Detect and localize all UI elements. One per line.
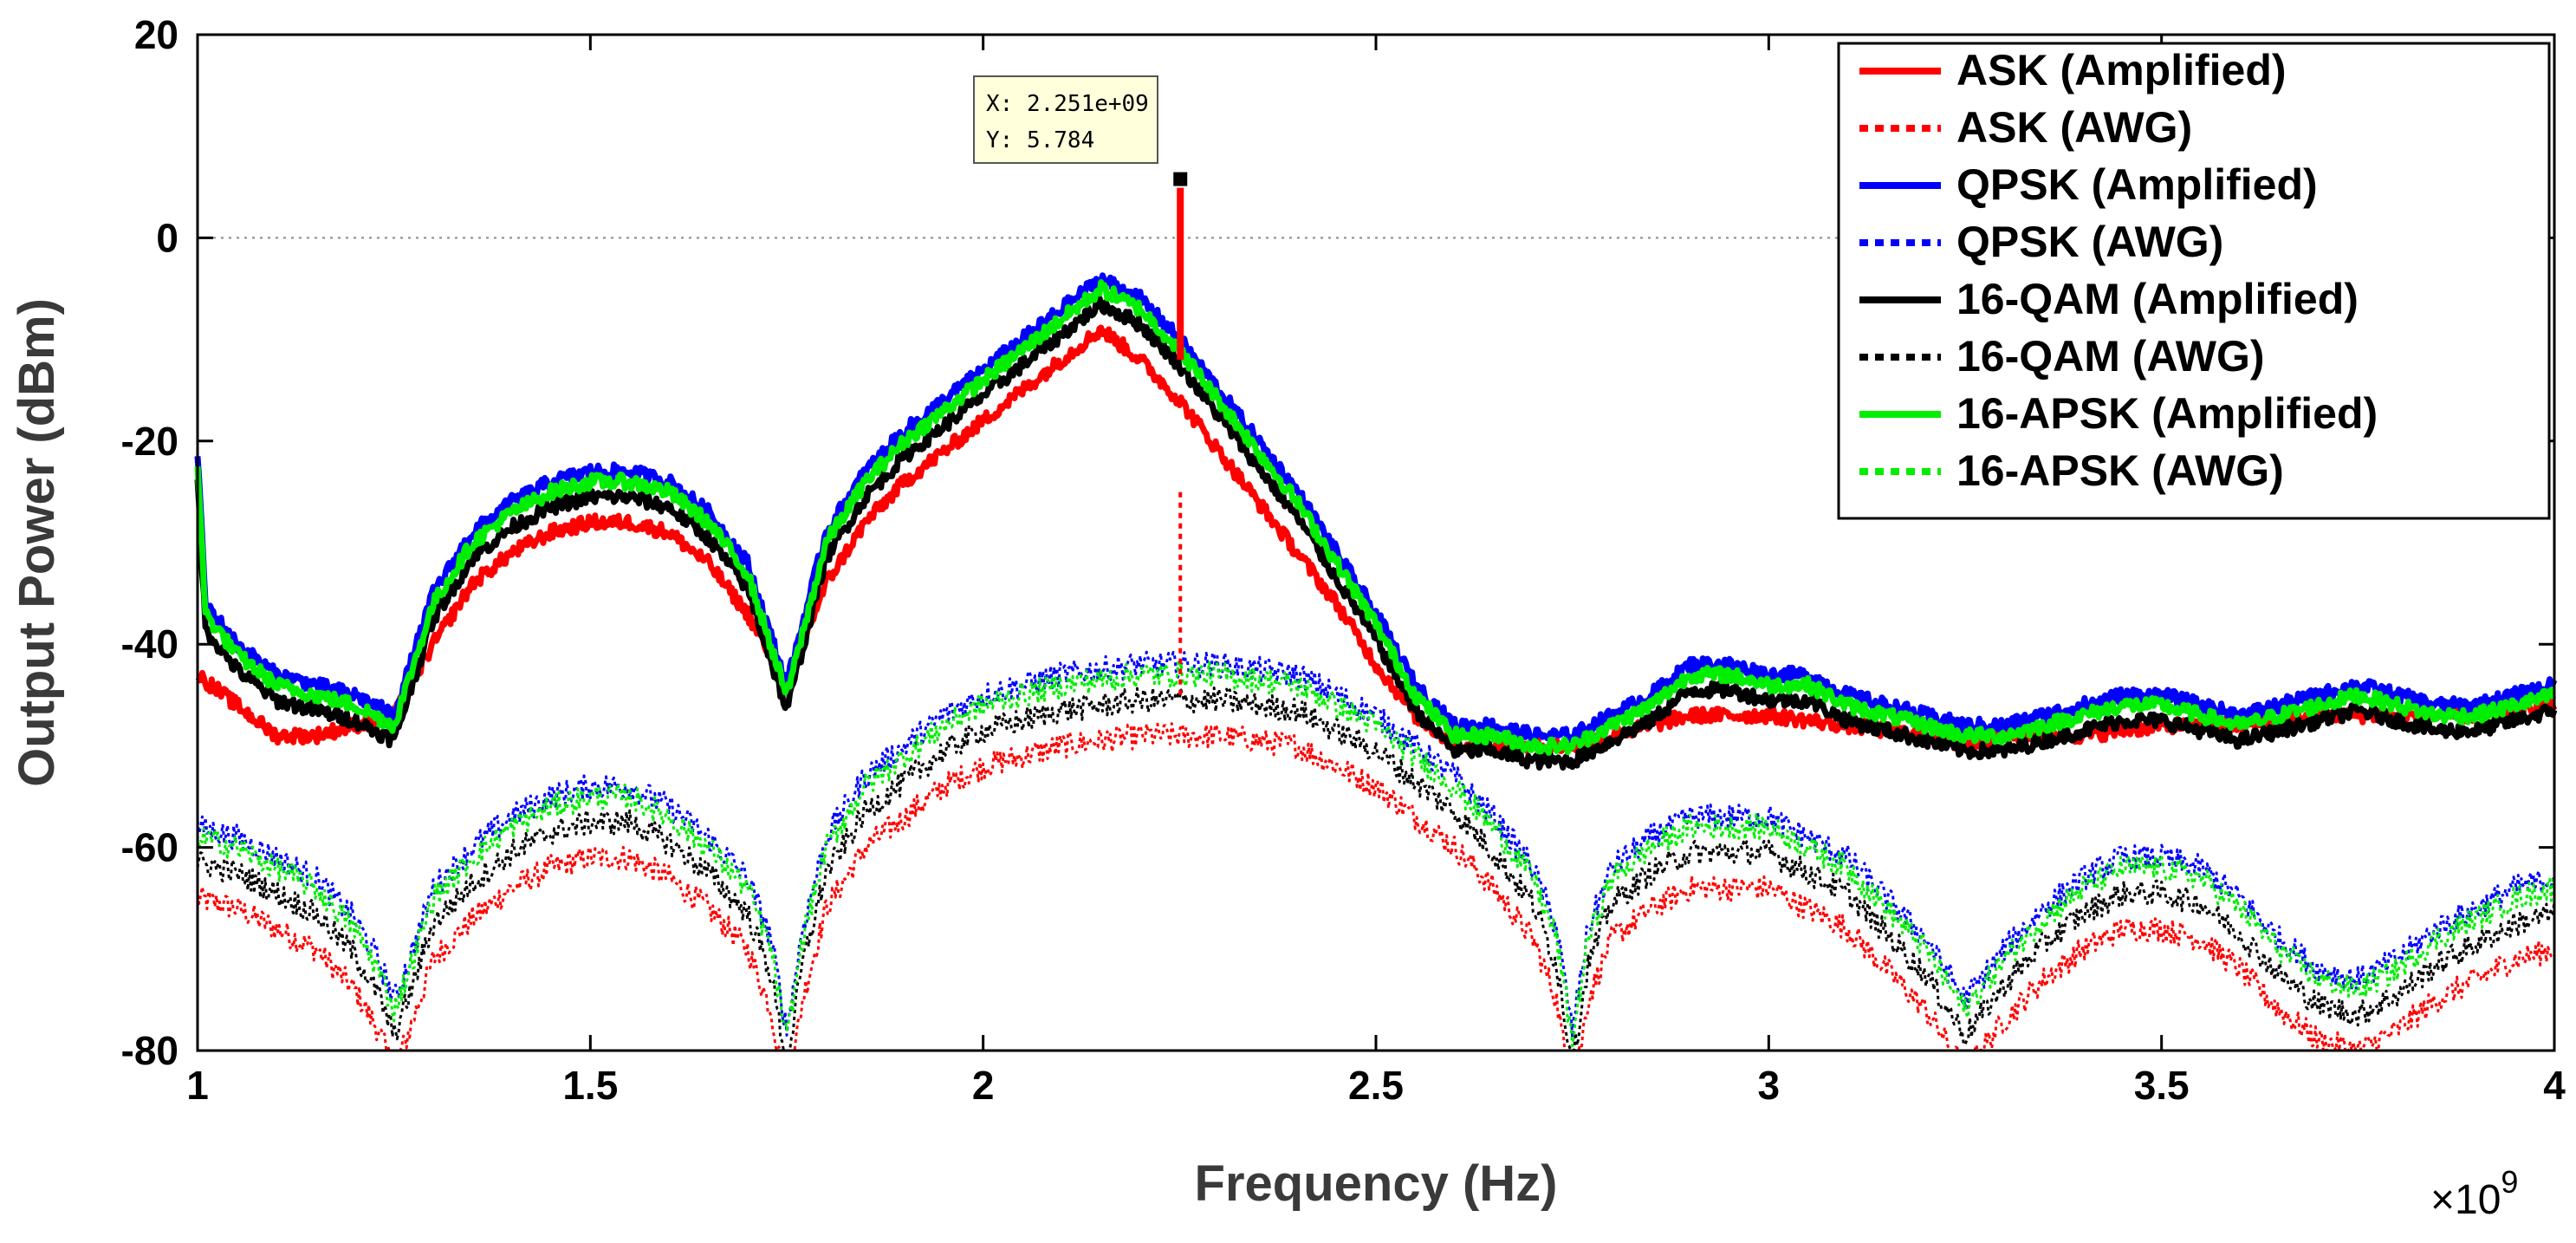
x-tick-label: 4 xyxy=(2543,1063,2566,1108)
y-tick-label: 20 xyxy=(134,12,178,57)
legend-label: 16-QAM (Amplified) xyxy=(1956,275,2359,323)
x-exponent-label: ×109 xyxy=(2430,1164,2518,1223)
y-tick-label: -60 xyxy=(121,825,178,870)
series-line-16-apsk-awg- xyxy=(196,661,2556,1048)
y-tick-label: 0 xyxy=(156,215,178,260)
legend-label: QPSK (AWG) xyxy=(1956,218,2223,266)
datatip-marker xyxy=(1171,170,1190,188)
legend-label: 16-APSK (AWG) xyxy=(1956,446,2284,495)
legend-label: QPSK (Amplified) xyxy=(1956,160,2318,209)
x-tick-label: 2.5 xyxy=(1348,1063,1404,1108)
tick-layer: 1 1.5 2 2.5 3 3.5 4 20 0 -20 -40 -60 -80 xyxy=(121,12,2566,1108)
x-tick-label: 3.5 xyxy=(2134,1063,2190,1108)
x-tick-label: 1.5 xyxy=(562,1063,618,1108)
series-layer xyxy=(194,179,2558,1052)
y-axis-title: Output Power (dBm) xyxy=(9,298,65,787)
legend-label: ASK (Amplified) xyxy=(1956,46,2287,94)
x-tick-label: 1 xyxy=(186,1063,209,1108)
legend-box xyxy=(1837,42,2551,520)
datatip-x: X: 2.251e+09 xyxy=(986,91,1149,117)
y-tick-label: -40 xyxy=(121,622,178,667)
legend-label: 16-APSK (Amplified) xyxy=(1956,389,2378,438)
datatip-layer: X: 2.251e+09 Y: 5.784 xyxy=(973,75,1190,188)
series-line-16-apsk-amplified- xyxy=(194,279,2557,756)
legend-label: ASK (AWG) xyxy=(1956,103,2192,152)
x-exponent-power: 9 xyxy=(2501,1164,2518,1200)
series-line-16-qam-amplified- xyxy=(194,295,2558,771)
x-tick-label: 2 xyxy=(972,1063,995,1108)
datatip-y: Y: 5.784 xyxy=(986,127,1094,153)
y-tick-label: -20 xyxy=(121,419,178,464)
y-tick-label: -80 xyxy=(121,1028,178,1073)
datatip-box xyxy=(973,75,1158,164)
legend-label: 16-QAM (AWG) xyxy=(1956,332,2265,381)
series-line-qpsk-awg- xyxy=(196,650,2556,1039)
legend: ASK (Amplified) ASK (AWG) QPSK (Amplified)… xyxy=(1837,42,2551,520)
series-line-ask-awg- xyxy=(196,722,2555,1052)
x-axis-title: Frequency (Hz) xyxy=(1195,1155,1558,1212)
series-line-16-qam-awg- xyxy=(196,687,2556,1052)
x-tick-label: 3 xyxy=(1758,1063,1781,1108)
